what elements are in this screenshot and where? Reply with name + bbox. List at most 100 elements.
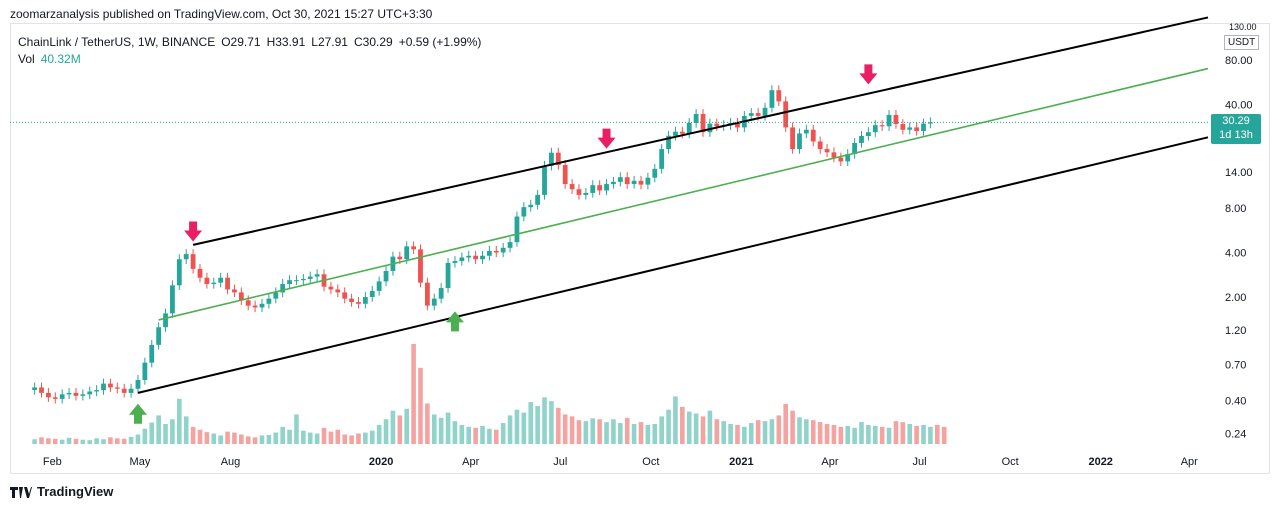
volume-bar — [735, 424, 740, 444]
last-price: 30.29 — [1222, 115, 1250, 127]
volume-bar — [914, 425, 919, 444]
ohlc-change: +0.59 (+1.99%) — [398, 35, 482, 49]
volume-label[interactable]: Vol — [18, 52, 35, 66]
volume-bar — [755, 420, 761, 444]
candle-body — [776, 90, 782, 102]
candle-body — [190, 254, 196, 269]
volume-bar — [790, 410, 795, 444]
volume-bar — [748, 423, 754, 444]
candle-body — [307, 276, 313, 279]
footer-brand[interactable]: TradingView — [10, 484, 113, 499]
volume-bar — [342, 434, 347, 444]
price-tick-label: 14.00 — [1225, 167, 1253, 179]
candle-body — [163, 313, 168, 328]
candle-body — [135, 379, 141, 389]
candle-body — [266, 298, 272, 304]
volume-bar — [452, 421, 458, 444]
volume-bar — [307, 432, 313, 444]
volume-bar — [177, 398, 182, 444]
volume-bar — [810, 420, 816, 444]
time-axis: Feb May Aug 2020 Apr Jul Oct 2021 Apr Jul Oct 2022 A… — [43, 456, 1198, 468]
volume-bar — [280, 426, 285, 444]
volume-bar — [321, 427, 327, 444]
candle-body — [452, 261, 458, 263]
volume-bar — [232, 432, 237, 444]
candle-body — [624, 177, 630, 185]
volume-bar — [514, 409, 520, 444]
price-tick-label: 1.20 — [1225, 325, 1246, 337]
volume-bar — [804, 419, 809, 444]
candle-body — [831, 152, 837, 158]
time-tick-label: Feb — [43, 456, 62, 468]
chart-frame[interactable] — [10, 23, 1270, 474]
candle-body — [108, 383, 113, 388]
price-axis: 80.00 40.00 14.00 8.00 4.00 2.00 1.20 0.70 0.40 0… — [1225, 22, 1257, 440]
candle-body — [238, 292, 244, 301]
candle-body — [762, 107, 768, 116]
time-tick-label: May — [130, 456, 151, 468]
volume-bar — [314, 433, 320, 444]
candle-body — [418, 249, 423, 283]
candle-body — [445, 262, 451, 289]
candle-body — [45, 392, 51, 398]
candle-body — [52, 397, 58, 399]
candle-body — [87, 391, 93, 395]
price-tick-label: 0.70 — [1225, 359, 1246, 371]
volume-bar — [817, 422, 823, 444]
volume-bar — [680, 406, 685, 444]
volume-bar — [597, 419, 602, 444]
candle-body — [921, 123, 926, 131]
time-tick-label: Jul — [553, 456, 567, 468]
candle-body — [121, 388, 127, 393]
volume-bar — [473, 427, 478, 444]
candle-body — [362, 297, 368, 304]
volume-bar — [197, 429, 203, 444]
down-arrow-icon — [184, 221, 203, 242]
candle-body — [170, 285, 175, 314]
candle-body — [838, 157, 844, 162]
volume-bar — [907, 424, 913, 444]
candle-body — [817, 141, 823, 150]
candle-body — [928, 122, 933, 124]
volume-bar — [156, 415, 161, 444]
symbol-title[interactable]: ChainLink / TetherUS, 1W, BINANCE — [18, 35, 216, 49]
candle-body — [810, 129, 816, 142]
currency-label[interactable]: USDT — [1224, 35, 1260, 50]
volume-bar — [569, 416, 575, 444]
candle-body — [645, 177, 651, 185]
volume-bar — [900, 422, 906, 444]
bar-countdown: 1d 13h — [1219, 129, 1253, 141]
volume-bar — [170, 419, 175, 444]
volume-bar — [411, 344, 416, 444]
volume-bar — [776, 415, 782, 444]
last-price-tag: 30.29 1d 13h — [1211, 114, 1261, 144]
volume-bar — [480, 425, 485, 444]
candle-body — [431, 298, 437, 306]
volume-bar — [273, 432, 279, 444]
candle-body — [686, 122, 692, 134]
candle-body — [356, 302, 361, 304]
price-tick-label: 0.40 — [1225, 395, 1246, 407]
volume-bar — [728, 424, 733, 444]
volume-bar — [121, 438, 127, 444]
candles-layer — [32, 85, 933, 404]
volume-bar — [376, 424, 382, 444]
candle-body — [879, 125, 885, 127]
volume-bar — [700, 416, 706, 444]
volume-bar — [576, 420, 582, 444]
time-tick-label: Oct — [1002, 456, 1019, 468]
volume-bar — [783, 404, 788, 444]
candle-body — [335, 289, 341, 293]
volume-bar — [397, 415, 403, 444]
time-tick-label: Apr — [821, 456, 838, 468]
ohlc-close: C30.29 — [353, 35, 393, 49]
candle-body — [342, 292, 348, 299]
candle-body — [783, 101, 789, 128]
volume-bar — [611, 419, 616, 444]
candle-body — [176, 259, 182, 286]
candle-body — [225, 277, 230, 290]
volume-bar — [225, 431, 230, 444]
time-tick-label: Aug — [221, 456, 241, 468]
volume-bar — [831, 424, 837, 444]
